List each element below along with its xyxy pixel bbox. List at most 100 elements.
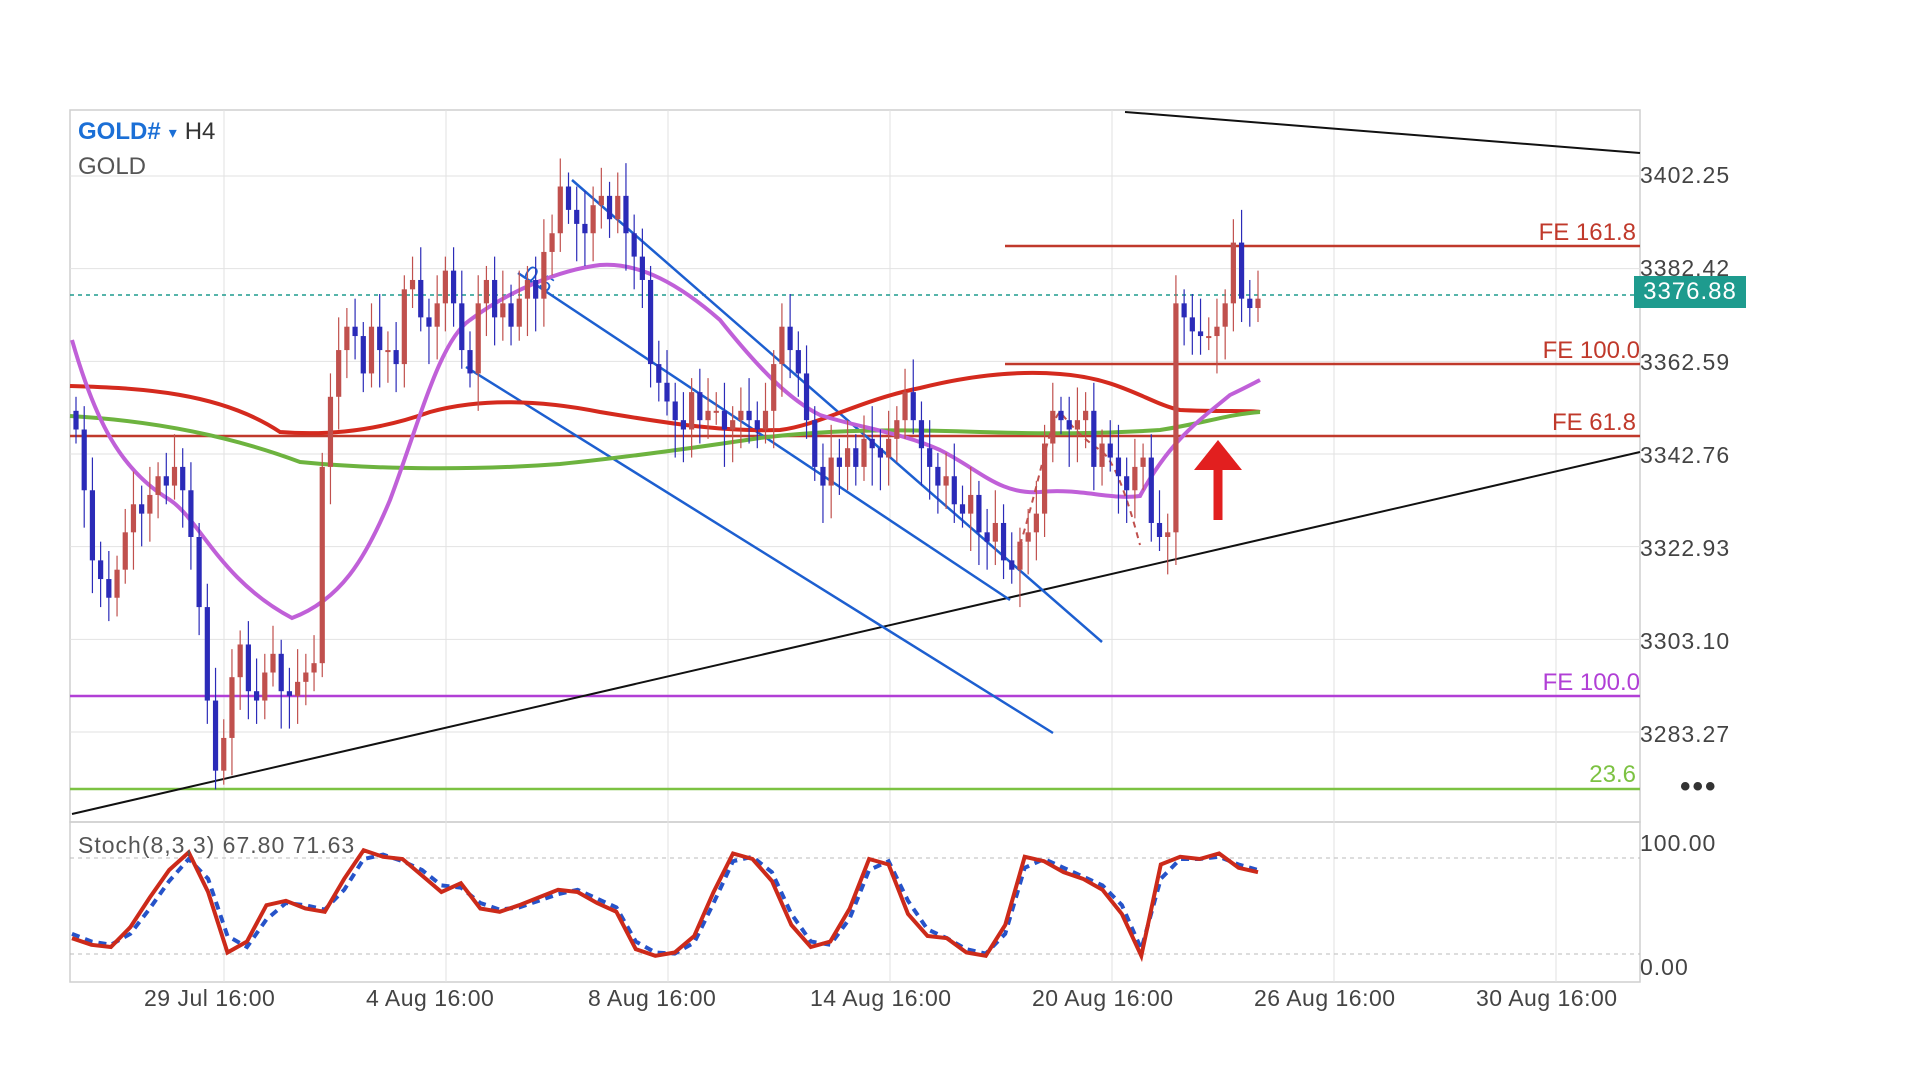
candle-body bbox=[615, 195, 621, 220]
stoch-tick-100: 100.00 bbox=[1640, 830, 1717, 856]
candle-body bbox=[746, 410, 752, 421]
fe-100-red-label: FE 100.0 bbox=[1543, 337, 1640, 364]
candle-body bbox=[1107, 443, 1113, 458]
candle-body bbox=[434, 303, 440, 327]
candle-body bbox=[1206, 336, 1212, 339]
candle-body bbox=[647, 279, 654, 365]
candle-body bbox=[1173, 303, 1179, 533]
candle-body bbox=[1000, 522, 1007, 561]
candle-body bbox=[738, 410, 744, 421]
candle-body bbox=[483, 279, 490, 304]
candle-body bbox=[951, 476, 957, 505]
candle-body bbox=[680, 420, 687, 430]
candle-body bbox=[122, 532, 128, 570]
candle-body bbox=[155, 476, 161, 495]
trend-lines bbox=[71, 111, 1641, 815]
candle-body bbox=[1132, 466, 1138, 491]
candle-body bbox=[1238, 242, 1245, 299]
candle-body bbox=[541, 251, 547, 299]
candle-body bbox=[319, 466, 325, 664]
candle-body bbox=[450, 270, 457, 304]
symbol-selector[interactable]: GOLD# ▾ H4 bbox=[78, 118, 215, 146]
candle-body bbox=[377, 326, 383, 351]
candle-body bbox=[1017, 541, 1023, 570]
candle-body bbox=[139, 504, 145, 514]
stoch-tick-0: 0.00 bbox=[1640, 954, 1689, 980]
candle-body bbox=[689, 392, 695, 430]
candle-body bbox=[89, 490, 96, 561]
candle-body bbox=[212, 700, 219, 771]
candle-body bbox=[418, 279, 424, 318]
candle-body bbox=[844, 448, 851, 467]
candle-body bbox=[894, 420, 900, 439]
candle-body bbox=[1066, 420, 1072, 430]
channel-upper bbox=[571, 179, 1103, 643]
instrument-name: GOLD bbox=[78, 153, 147, 180]
rising-trendline bbox=[71, 451, 1641, 815]
candle-body bbox=[393, 350, 399, 365]
candle-body bbox=[721, 410, 728, 430]
candle-body bbox=[286, 691, 293, 696]
candle-body bbox=[368, 326, 375, 374]
candle-body bbox=[245, 644, 251, 692]
candle-body bbox=[1009, 560, 1015, 570]
candle-body bbox=[820, 466, 826, 486]
candle-body bbox=[574, 209, 580, 224]
time-tick: 4 Aug 16:00 bbox=[366, 985, 495, 1011]
candle-body bbox=[549, 233, 555, 252]
candle-body bbox=[327, 396, 334, 467]
candle-body bbox=[664, 382, 670, 402]
candle-body bbox=[828, 457, 834, 486]
candle-body bbox=[311, 663, 317, 673]
channel-lower bbox=[465, 365, 1054, 735]
candle-body bbox=[130, 504, 137, 533]
candle-body bbox=[598, 195, 604, 206]
stoch-indicator-label: Stoch(8,3,3) 67.80 71.63 bbox=[78, 832, 356, 858]
candle-body bbox=[1140, 457, 1146, 467]
price-tick: 3322.93 bbox=[1640, 535, 1731, 561]
price-tick: 3342.76 bbox=[1640, 442, 1731, 468]
more-options-icon[interactable]: ••• bbox=[1680, 770, 1718, 803]
candle-body bbox=[590, 205, 596, 234]
candle-body bbox=[656, 364, 662, 383]
candle-body bbox=[524, 279, 531, 299]
candle-body bbox=[812, 420, 818, 467]
candle-body bbox=[1165, 532, 1171, 537]
candle-body bbox=[992, 522, 998, 542]
candle-body bbox=[1247, 298, 1253, 309]
candle-body bbox=[270, 653, 276, 673]
candle-body bbox=[606, 195, 613, 220]
candle-body bbox=[196, 536, 202, 608]
price-tick: 3402.25 bbox=[1640, 162, 1731, 188]
candle-body bbox=[697, 392, 703, 421]
candle-body bbox=[188, 490, 194, 537]
fe-161-8-label: FE 161.8 bbox=[1539, 219, 1636, 246]
candle-body bbox=[959, 504, 966, 514]
candle-body bbox=[1189, 317, 1195, 332]
candle-body bbox=[492, 279, 498, 318]
candle-body bbox=[771, 364, 777, 411]
candle-body bbox=[401, 289, 407, 365]
candle-body bbox=[803, 373, 810, 421]
price-tick: 3362.59 bbox=[1640, 349, 1731, 375]
candle-body bbox=[262, 672, 268, 701]
candle-body bbox=[475, 303, 481, 374]
candle-body bbox=[910, 392, 916, 421]
candle-body bbox=[336, 350, 342, 397]
candle-body bbox=[73, 410, 79, 430]
fibonacci-levels bbox=[70, 244, 1640, 791]
candle-body bbox=[1148, 457, 1154, 523]
candle-body bbox=[1091, 410, 1097, 467]
ma-red-line bbox=[69, 370, 1261, 436]
candle-body bbox=[204, 607, 210, 701]
candle-body bbox=[1058, 410, 1064, 421]
candle-body bbox=[1214, 326, 1220, 337]
candle-body bbox=[352, 326, 358, 337]
candlesticks bbox=[73, 158, 1261, 790]
candle-body bbox=[869, 438, 875, 449]
dropdown-icon: ▾ bbox=[168, 124, 177, 142]
candle-body bbox=[754, 420, 760, 430]
candle-body bbox=[409, 279, 416, 290]
time-tick: 26 Aug 16:00 bbox=[1254, 985, 1396, 1011]
